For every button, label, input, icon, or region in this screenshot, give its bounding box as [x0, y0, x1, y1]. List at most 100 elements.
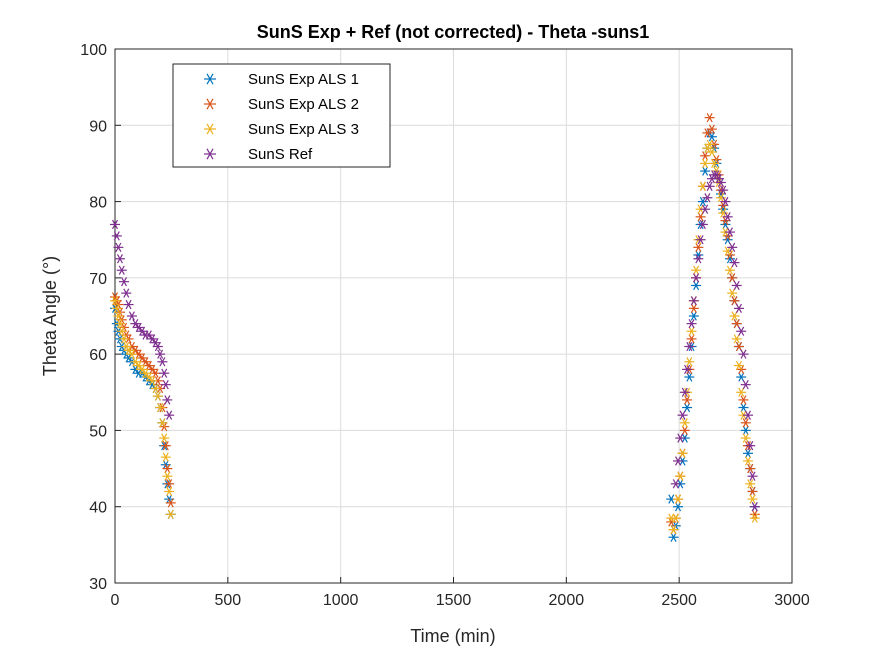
data-point [155, 349, 166, 359]
data-point [143, 360, 154, 371]
data-point [729, 257, 740, 268]
legend-label: SunS Exp ALS 2 [248, 96, 359, 113]
data-point [162, 463, 173, 474]
data-point [729, 311, 740, 321]
x-axis: 0 500 1000 1500 2000 2500 3000 [111, 577, 810, 609]
legend: SunS Exp ALS 1 SunS Exp ALS 2 SunS Exp ALS… [172, 63, 391, 168]
data-point [164, 479, 175, 489]
data-point [673, 502, 684, 512]
data-point [130, 357, 141, 367]
data-point [147, 334, 158, 344]
data-point [666, 517, 677, 527]
data-point [722, 246, 733, 256]
x-tick-label: 0 [111, 592, 120, 609]
data-point [675, 433, 686, 443]
data-point [675, 471, 686, 481]
data-point [160, 452, 171, 462]
y-tick-label: 30 [89, 576, 107, 593]
y-tick-label: 40 [89, 500, 107, 517]
data-point [731, 334, 742, 344]
data-point [727, 288, 738, 298]
data-point [706, 147, 717, 157]
data-point [742, 410, 753, 420]
data-point [745, 441, 756, 451]
data-point [693, 254, 704, 264]
data-point [126, 349, 137, 359]
data-point [727, 273, 738, 283]
data-point [150, 368, 161, 378]
data-point [715, 193, 726, 203]
data-point [677, 448, 688, 458]
data-point [738, 395, 749, 405]
data-point [693, 242, 704, 252]
data-point [670, 513, 681, 523]
legend-label: SunS Ref [248, 146, 313, 163]
data-point [123, 345, 134, 355]
data-point [695, 235, 706, 245]
data-point [731, 280, 742, 291]
data-point [686, 334, 697, 344]
data-point [119, 334, 130, 344]
data-point [700, 204, 711, 214]
data-point [697, 219, 708, 230]
data-point [727, 242, 738, 252]
data-point [693, 250, 704, 260]
data-point [709, 158, 720, 169]
data-point [724, 254, 735, 264]
data-point [745, 463, 756, 474]
data-point [116, 265, 127, 275]
legend-marker [204, 73, 216, 85]
data-point [706, 132, 717, 142]
data-point [749, 509, 760, 519]
data-point [706, 124, 717, 134]
y-tick-label: 50 [89, 423, 107, 440]
data-point [113, 311, 124, 321]
data-point [733, 360, 744, 371]
data-point [749, 513, 760, 523]
data-point [668, 532, 679, 542]
data-point [684, 357, 695, 367]
data-point [731, 318, 742, 329]
data-point [691, 273, 702, 283]
data-point [162, 395, 173, 405]
data-point [157, 357, 168, 367]
data-point [162, 471, 173, 481]
data-point [704, 113, 715, 123]
data-point [700, 166, 711, 176]
data-point [143, 372, 154, 382]
data-point [137, 364, 148, 375]
data-point [159, 433, 170, 443]
legend-label: SunS Exp ALS 3 [248, 121, 359, 138]
data-point [749, 502, 760, 512]
series-3 [110, 139, 760, 535]
y-tick-label: 80 [89, 195, 107, 212]
data-point [677, 410, 688, 420]
data-point [111, 231, 122, 241]
data-point [668, 524, 679, 535]
data-point [722, 235, 733, 245]
data-point [736, 372, 747, 382]
y-axis-label: Theta Angle (°) [40, 256, 60, 376]
data-point [686, 326, 697, 336]
data-point [736, 326, 747, 336]
x-tick-label: 2000 [549, 592, 585, 609]
data-point [747, 486, 758, 497]
data-point [691, 280, 702, 291]
y-axis: 30 40 50 60 70 80 90 100 [80, 42, 121, 593]
data-point [150, 383, 161, 394]
data-point [684, 341, 695, 352]
data-point [682, 402, 693, 413]
data-point [116, 326, 127, 336]
data-point [745, 479, 756, 489]
legend-marker [204, 98, 216, 110]
data-point [123, 353, 134, 363]
data-point [697, 196, 708, 207]
data-point [114, 318, 125, 329]
data-point [140, 357, 151, 367]
data-point [724, 265, 735, 275]
data-point [679, 418, 690, 428]
data-point [742, 448, 753, 458]
data-point [110, 296, 120, 306]
